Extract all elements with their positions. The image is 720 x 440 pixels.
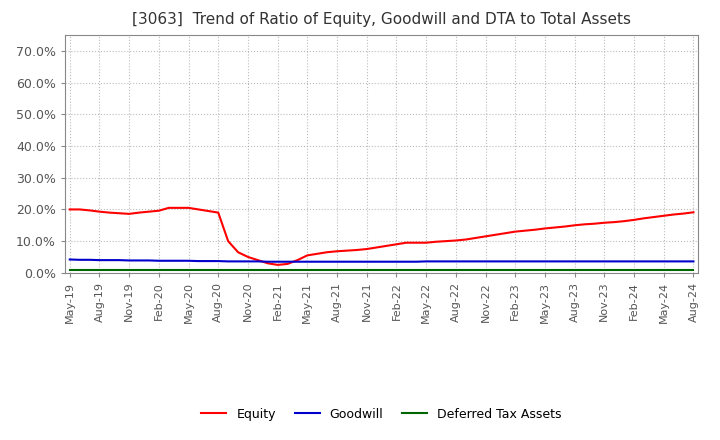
Equity (274, 262, 282, 268)
Equity (343, 248, 351, 253)
Deferred Tax Assets (412, 267, 420, 272)
Equity (491, 232, 500, 238)
Equity (66, 207, 74, 212)
Deferred Tax Assets (145, 267, 153, 272)
Equity (164, 205, 173, 210)
Legend: Equity, Goodwill, Deferred Tax Assets: Equity, Goodwill, Deferred Tax Assets (197, 403, 567, 425)
Line: Goodwill: Goodwill (70, 260, 693, 262)
Equity (481, 234, 490, 239)
Equity (432, 239, 441, 244)
Goodwill (481, 259, 490, 264)
Deferred Tax Assets (372, 267, 381, 272)
Goodwill (264, 259, 272, 264)
Deferred Tax Assets (689, 267, 698, 272)
Goodwill (145, 258, 153, 263)
Goodwill (66, 257, 74, 262)
Goodwill (382, 259, 391, 264)
Deferred Tax Assets (323, 267, 331, 272)
Title: [3063]  Trend of Ratio of Equity, Goodwill and DTA to Total Assets: [3063] Trend of Ratio of Equity, Goodwil… (132, 12, 631, 27)
Goodwill (422, 259, 431, 264)
Deferred Tax Assets (66, 267, 74, 272)
Equity (689, 209, 698, 215)
Goodwill (689, 259, 698, 264)
Goodwill (472, 259, 480, 264)
Deferred Tax Assets (462, 267, 470, 272)
Equity (392, 242, 401, 247)
Deferred Tax Assets (472, 267, 480, 272)
Goodwill (333, 259, 341, 264)
Equity (145, 209, 153, 214)
Line: Equity: Equity (70, 208, 693, 265)
